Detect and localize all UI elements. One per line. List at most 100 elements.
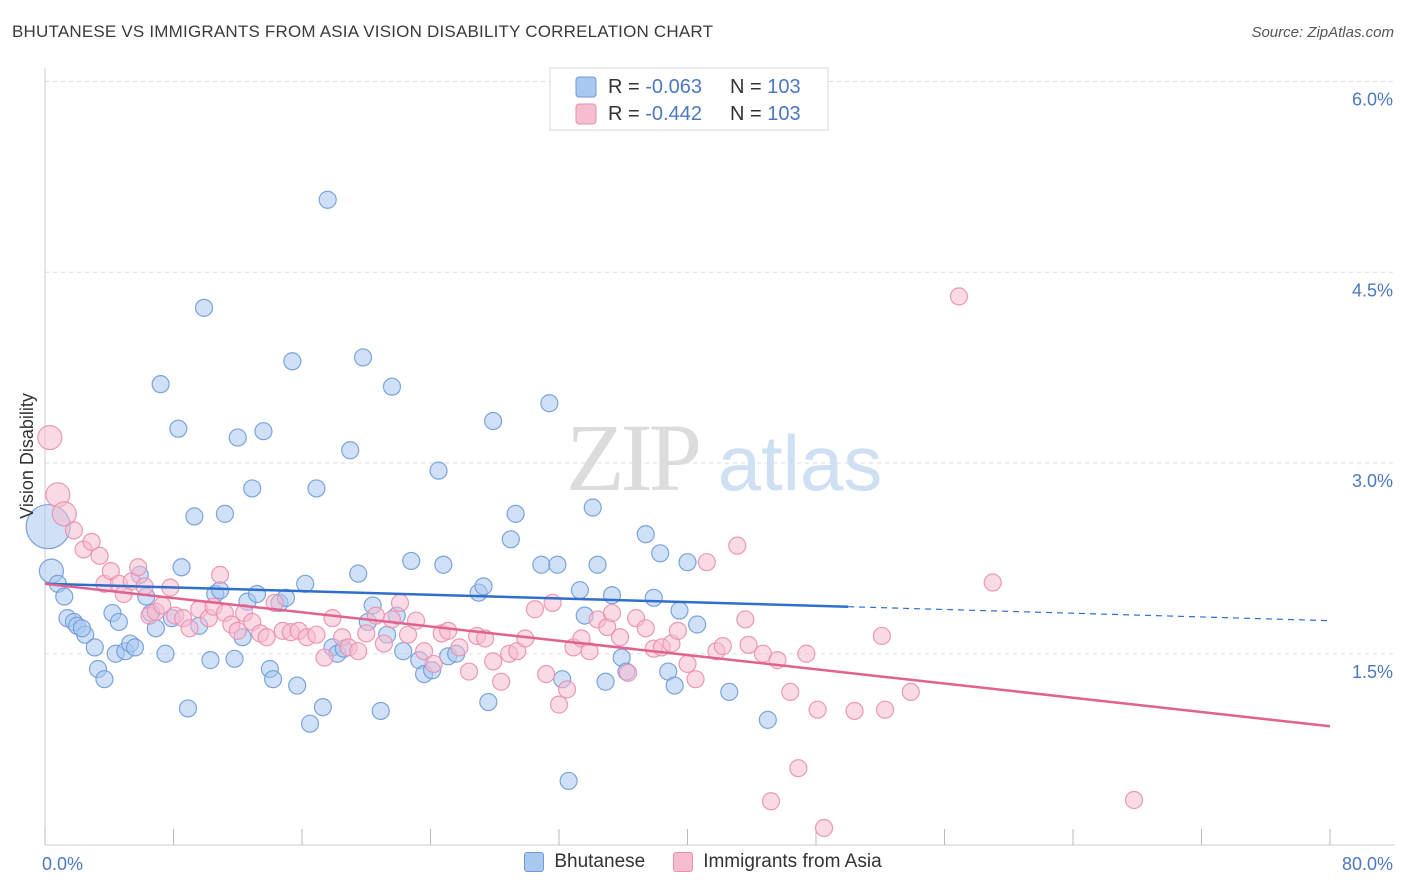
series-legend: Bhutanese Immigrants from Asia bbox=[0, 851, 1406, 873]
immigrants-asia-point-59 bbox=[492, 672, 511, 691]
immigrants-asia-point-48 bbox=[398, 625, 418, 644]
bhutanese-point-41 bbox=[254, 422, 273, 441]
bhutanese-point-88 bbox=[588, 555, 607, 574]
bhutanese-point-8 bbox=[72, 619, 92, 638]
legend-item-immigrants-asia[interactable]: Immigrants from Asia bbox=[673, 851, 882, 873]
bhutanese-point-80 bbox=[532, 555, 551, 574]
bhutanese-point-28 bbox=[185, 507, 204, 526]
legend-swatch-bhutanese bbox=[524, 852, 545, 872]
immigrants-asia-point-24 bbox=[210, 565, 230, 585]
chart-title: BHUTANESE VS IMMIGRANTS FROM ASIA VISION… bbox=[12, 22, 714, 41]
immigrants-asia-point-53 bbox=[439, 621, 458, 640]
svg-text:R = -0.442: R = -0.442 bbox=[608, 103, 702, 125]
immigrants-asia-point-50 bbox=[414, 642, 434, 661]
legend-swatch-immigrants-asia bbox=[673, 852, 694, 872]
immigrants-asia-point-73 bbox=[602, 603, 622, 623]
tick-labels: 1.5% 3.0% 4.5% 6.0% 0.0% 80.0% bbox=[42, 90, 1393, 875]
legend-item-bhutanese[interactable]: Bhutanese bbox=[524, 851, 645, 873]
bhutanese-point-57 bbox=[349, 564, 368, 583]
immigrants-asia-point-74 bbox=[610, 628, 630, 647]
bhutanese-point-63 bbox=[382, 377, 402, 396]
immigrants-asia-point-104 bbox=[1124, 790, 1144, 810]
immigrants-asia-point-37 bbox=[307, 625, 326, 644]
bhutanese-point-65 bbox=[394, 642, 413, 661]
immigrants-asia-point-27 bbox=[228, 621, 247, 640]
axes bbox=[44, 68, 1395, 846]
immigrants-asia-point-32 bbox=[265, 593, 284, 612]
immigrants-asia-point-84 bbox=[697, 553, 716, 572]
immigrants-asia-point-66 bbox=[549, 695, 569, 714]
immigrants-asia-point-0 bbox=[37, 424, 63, 451]
bhutanese-point-48 bbox=[296, 574, 315, 593]
immigrants-asia-point-47 bbox=[390, 593, 410, 612]
immigrants-asia-points bbox=[37, 287, 1144, 838]
immigrants-asia-point-70 bbox=[580, 642, 599, 661]
bhutanese-point-78 bbox=[501, 530, 520, 549]
bhutanese-point-85 bbox=[570, 581, 589, 600]
bhutanese-point-61 bbox=[371, 701, 390, 721]
immigrants-asia-point-5 bbox=[82, 532, 101, 551]
y-tick-label-1: 3.0% bbox=[1352, 471, 1393, 491]
gridlines bbox=[45, 81, 1395, 655]
stats-swatch-pink bbox=[575, 103, 597, 125]
immigrants-asia-point-89 bbox=[739, 635, 758, 654]
stats-r-label-2: R = bbox=[608, 103, 645, 125]
watermark-zip: ZIP bbox=[566, 404, 699, 511]
bhutanese-point-84 bbox=[559, 771, 578, 791]
immigrants-asia-point-55 bbox=[459, 662, 479, 681]
immigrants-asia-point-96 bbox=[808, 700, 827, 719]
svg-text:N = 103: N = 103 bbox=[730, 76, 801, 98]
immigrants-asia-point-42 bbox=[349, 642, 368, 661]
immigrants-asia-point-102 bbox=[949, 287, 969, 306]
bhutanese-point-22 bbox=[151, 375, 170, 394]
bhutanese-point-11 bbox=[95, 670, 114, 689]
stats-n-label-2: N = bbox=[730, 103, 767, 125]
bhutanese-point-81 bbox=[540, 394, 559, 413]
immigrants-asia-point-82 bbox=[678, 654, 697, 674]
immigrants-asia-point-97 bbox=[814, 818, 834, 838]
immigrants-asia-point-31 bbox=[257, 628, 276, 647]
immigrants-asia-point-38 bbox=[315, 648, 334, 667]
legend-label-immigrants-asia: Immigrants from Asia bbox=[703, 851, 882, 872]
bhutanese-point-31 bbox=[201, 651, 220, 670]
immigrants-asia-point-46 bbox=[382, 610, 402, 629]
bhutanese-point-56 bbox=[341, 441, 360, 460]
bhutanese-point-3 bbox=[55, 587, 74, 606]
bhutanese-point-26 bbox=[172, 558, 191, 577]
bhutanese-point-75 bbox=[474, 577, 493, 596]
stats-n-label-1: N = bbox=[730, 76, 767, 98]
trend-lines bbox=[44, 582, 1331, 728]
bhutanese-point-49 bbox=[300, 714, 320, 733]
x-tick-label-1: 80.0% bbox=[1342, 854, 1393, 874]
bhutanese-point-27 bbox=[178, 699, 198, 718]
immigrants-asia-point-88 bbox=[736, 610, 755, 629]
bhutanese-point-35 bbox=[225, 649, 244, 668]
immigrants-asia-point-93 bbox=[781, 682, 800, 702]
svg-text:R = -0.063: R = -0.063 bbox=[608, 76, 702, 98]
immigrants-asia-point-64 bbox=[537, 664, 556, 684]
bhutanese-trend-line bbox=[44, 582, 849, 608]
immigrants-asia-point-75 bbox=[618, 663, 638, 682]
immigrants-asia-point-6 bbox=[90, 546, 109, 565]
immigrants-asia-point-81 bbox=[668, 621, 687, 640]
bhutanese-point-94 bbox=[644, 588, 663, 607]
immigrants-asia-point-3 bbox=[64, 521, 84, 540]
bhutanese-points bbox=[25, 190, 777, 791]
immigrants-asia-trend-line bbox=[44, 582, 1331, 728]
bhutanese-point-39 bbox=[243, 479, 262, 498]
immigrants-asia-point-12 bbox=[129, 558, 148, 577]
bhutanese-point-98 bbox=[670, 601, 689, 620]
bhutanese-point-79 bbox=[506, 504, 525, 523]
bhutanese-point-46 bbox=[283, 352, 302, 371]
bhutanese-point-14 bbox=[109, 612, 128, 632]
stats-n-value-2: 103 bbox=[767, 103, 800, 125]
immigrants-asia-point-67 bbox=[557, 680, 577, 699]
legend-label-bhutanese: Bhutanese bbox=[554, 851, 646, 872]
bhutanese-point-97 bbox=[665, 676, 684, 695]
immigrants-asia-point-83 bbox=[686, 670, 705, 689]
immigrants-asia-point-95 bbox=[797, 644, 816, 663]
immigrants-asia-point-77 bbox=[636, 619, 655, 638]
stats-legend: R = -0.063 N = 103 R = -0.442 N = 103 bbox=[549, 67, 829, 131]
immigrants-asia-point-2 bbox=[51, 501, 77, 527]
